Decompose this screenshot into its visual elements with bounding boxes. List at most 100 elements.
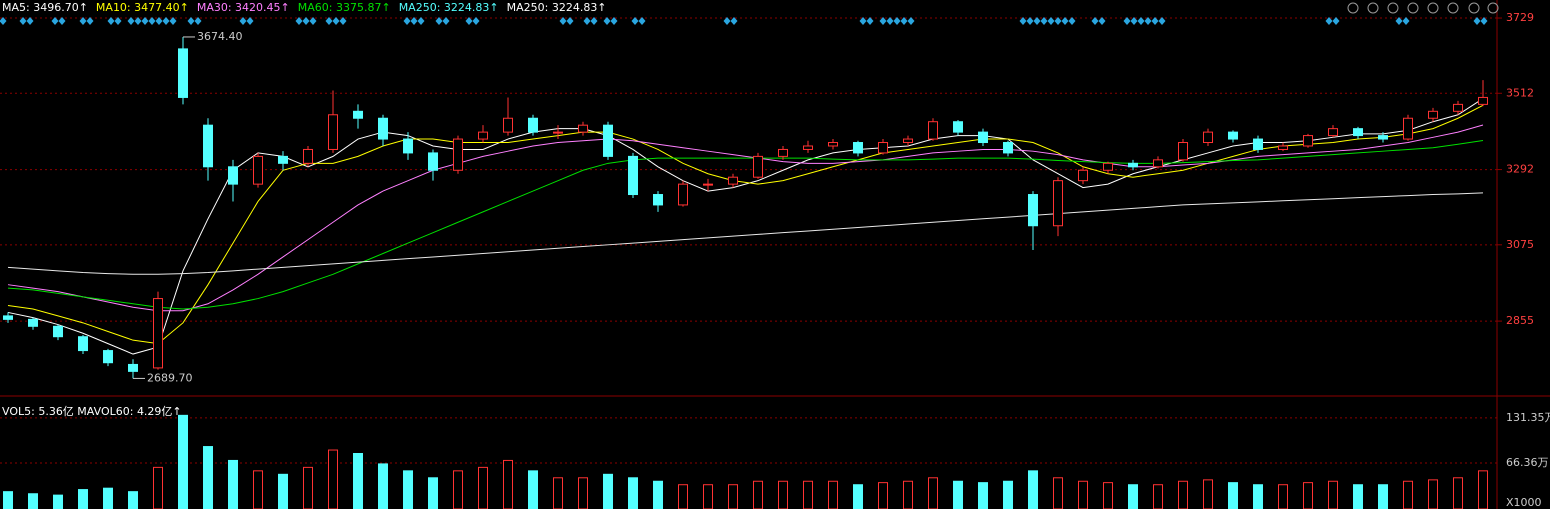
candle-body — [578, 124, 588, 133]
legend-entry: MA5: 3496.70↑ — [2, 1, 88, 14]
tool-icon[interactable] — [1407, 2, 1419, 14]
volume-bar — [603, 473, 613, 509]
tool-icon[interactable] — [1387, 2, 1399, 14]
tool-icon[interactable] — [1487, 2, 1499, 14]
candle-body — [778, 148, 788, 157]
signal-marker — [332, 17, 340, 25]
signal-marker — [187, 17, 195, 25]
signal-marker — [1047, 17, 1055, 25]
legend-entry: MA250: 3224.83↑ — [507, 1, 607, 14]
volume-bar — [203, 446, 213, 509]
signal-marker — [730, 17, 738, 25]
signal-marker — [631, 17, 639, 25]
signal-marker — [1098, 17, 1106, 25]
signal-marker — [1054, 17, 1062, 25]
signal-marker — [155, 17, 163, 25]
candle-body — [1328, 128, 1338, 137]
volume-bar — [1353, 484, 1363, 509]
signal-marker — [907, 17, 915, 25]
volume-bar — [553, 477, 563, 509]
signal-marker — [900, 17, 908, 25]
volume-bar — [378, 463, 388, 509]
y-tick-label: 131.35万 — [1506, 411, 1550, 424]
candle-body — [1278, 145, 1288, 150]
candle-body — [1453, 103, 1463, 112]
candle-body — [1478, 96, 1488, 105]
signal-marker — [435, 17, 443, 25]
signal-marker — [559, 17, 567, 25]
candle-body — [328, 114, 338, 150]
volume-bar — [28, 493, 38, 509]
candle-body — [903, 138, 913, 144]
tool-icon[interactable] — [1347, 2, 1359, 14]
volume-bar — [1378, 484, 1388, 509]
signal-marker — [1026, 17, 1034, 25]
candle-body — [728, 176, 738, 185]
legend-entry: MA60: 3375.87↑ — [298, 1, 391, 14]
volume-bar — [1203, 479, 1213, 509]
signal-marker — [194, 17, 202, 25]
candle-body — [928, 121, 938, 140]
volume-bar — [1228, 482, 1238, 509]
volume-bar — [1278, 484, 1288, 509]
volume-bar — [1428, 479, 1438, 509]
volume-bar — [1178, 480, 1188, 509]
volume-bar — [53, 494, 63, 509]
volume-bar — [3, 491, 13, 509]
tool-icon[interactable] — [1447, 2, 1459, 14]
y-tick-label: 3292 — [1506, 163, 1534, 176]
tool-icon[interactable] — [1367, 2, 1379, 14]
volume-bar — [253, 470, 263, 509]
candle-body — [253, 155, 263, 185]
volume-bar — [153, 466, 163, 509]
signal-marker — [1144, 17, 1152, 25]
volume-bar — [453, 470, 463, 509]
signal-marker — [1091, 17, 1099, 25]
y-tick-label: 3512 — [1506, 86, 1534, 99]
signal-marker — [1061, 17, 1069, 25]
candle-body — [203, 124, 213, 168]
signal-marker — [1123, 17, 1131, 25]
signal-marker — [1402, 17, 1410, 25]
candle-body — [1003, 142, 1013, 154]
candle-body — [553, 131, 563, 134]
candle-body — [1028, 194, 1038, 227]
tool-icon[interactable] — [1468, 2, 1480, 14]
signal-marker — [0, 17, 7, 25]
candle-body — [153, 298, 163, 369]
candle-body — [428, 152, 438, 171]
volume-bar — [1028, 470, 1038, 509]
signal-marker — [1130, 17, 1138, 25]
volume-bar — [228, 459, 238, 509]
signal-marker — [148, 17, 156, 25]
ma-line — [7, 139, 1484, 310]
candle-body — [1303, 135, 1313, 147]
legend-entry: MA30: 3420.45↑ — [197, 1, 290, 14]
candle-body — [603, 124, 613, 157]
candle-body — [628, 155, 638, 196]
candle-body — [1153, 159, 1163, 168]
volume-bar — [1128, 484, 1138, 509]
tool-icon[interactable] — [1427, 2, 1439, 14]
candle-body — [978, 131, 988, 144]
volume-bar — [653, 480, 663, 509]
legend-entry: MA250: 3224.83↑ — [399, 1, 499, 14]
signal-marker — [417, 17, 425, 25]
signal-marker — [465, 17, 473, 25]
volume-bar — [1103, 482, 1113, 509]
volume-bar — [803, 480, 813, 509]
signal-marker — [1473, 17, 1481, 25]
signal-marker — [79, 17, 87, 25]
candle-body — [1103, 162, 1113, 171]
signal-marker — [169, 17, 177, 25]
volume-bar — [1328, 480, 1338, 509]
signal-marker — [325, 17, 333, 25]
signal-marker — [1040, 17, 1048, 25]
volume-bar — [128, 491, 138, 509]
signal-marker — [1033, 17, 1041, 25]
volume-bar — [1003, 480, 1013, 509]
signal-marker — [114, 17, 122, 25]
volume-bar — [628, 477, 638, 509]
candle-body — [28, 318, 38, 327]
